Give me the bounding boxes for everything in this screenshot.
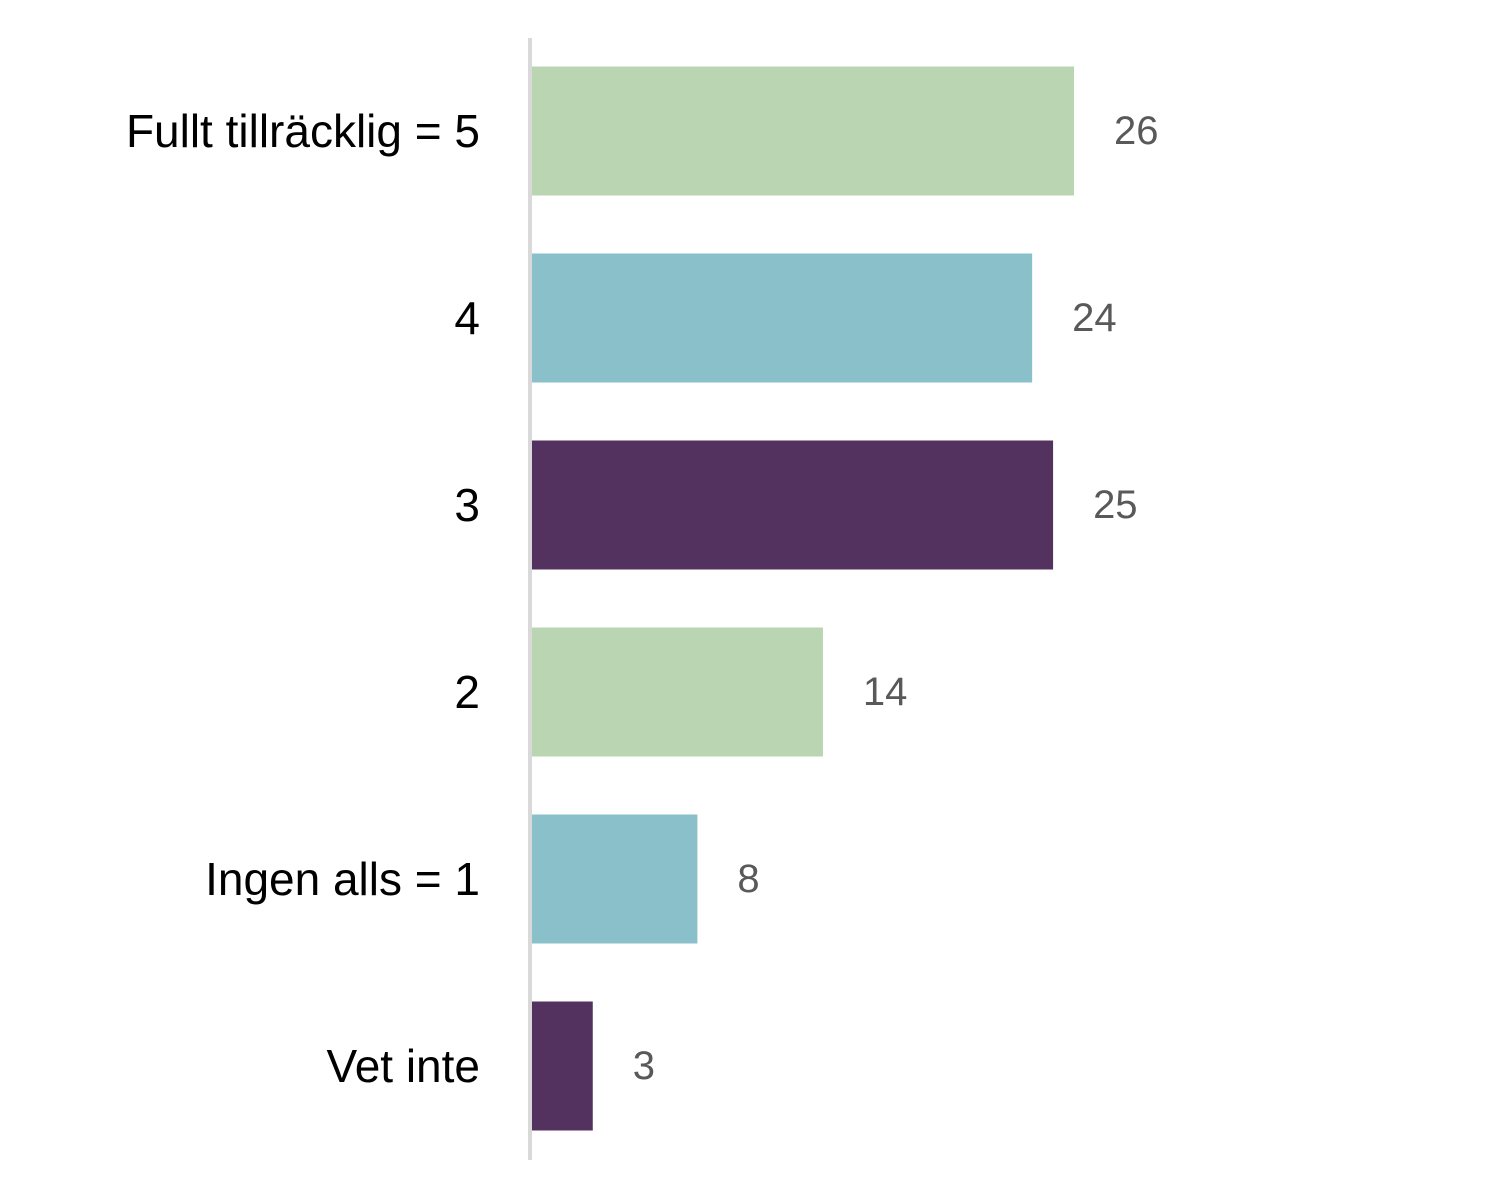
bar	[530, 253, 1033, 383]
value-labels-group: 26 24 25 14 8 3	[633, 109, 1159, 1088]
category-label: Ingen alls = 1	[205, 853, 480, 905]
bar	[530, 440, 1054, 570]
value-label: 14	[863, 670, 908, 714]
category-label: 4	[454, 292, 480, 344]
category-label: 2	[454, 666, 480, 718]
value-label: 8	[737, 857, 759, 901]
value-label: 3	[633, 1044, 655, 1088]
category-labels-group: Fullt tillräcklig = 5 4 3 2 Ingen alls = 1 Ve…	[126, 105, 480, 1092]
value-label: 25	[1093, 483, 1138, 527]
value-label: 24	[1072, 296, 1117, 340]
bar	[530, 1001, 593, 1131]
category-label: Fullt tillräcklig = 5	[126, 105, 480, 157]
bar	[530, 627, 823, 757]
bar	[530, 814, 698, 944]
bars-group	[530, 66, 1074, 1131]
category-label: Vet inte	[327, 1040, 480, 1092]
category-label: 3	[454, 479, 480, 531]
value-label: 26	[1114, 109, 1159, 153]
bar	[530, 66, 1074, 196]
